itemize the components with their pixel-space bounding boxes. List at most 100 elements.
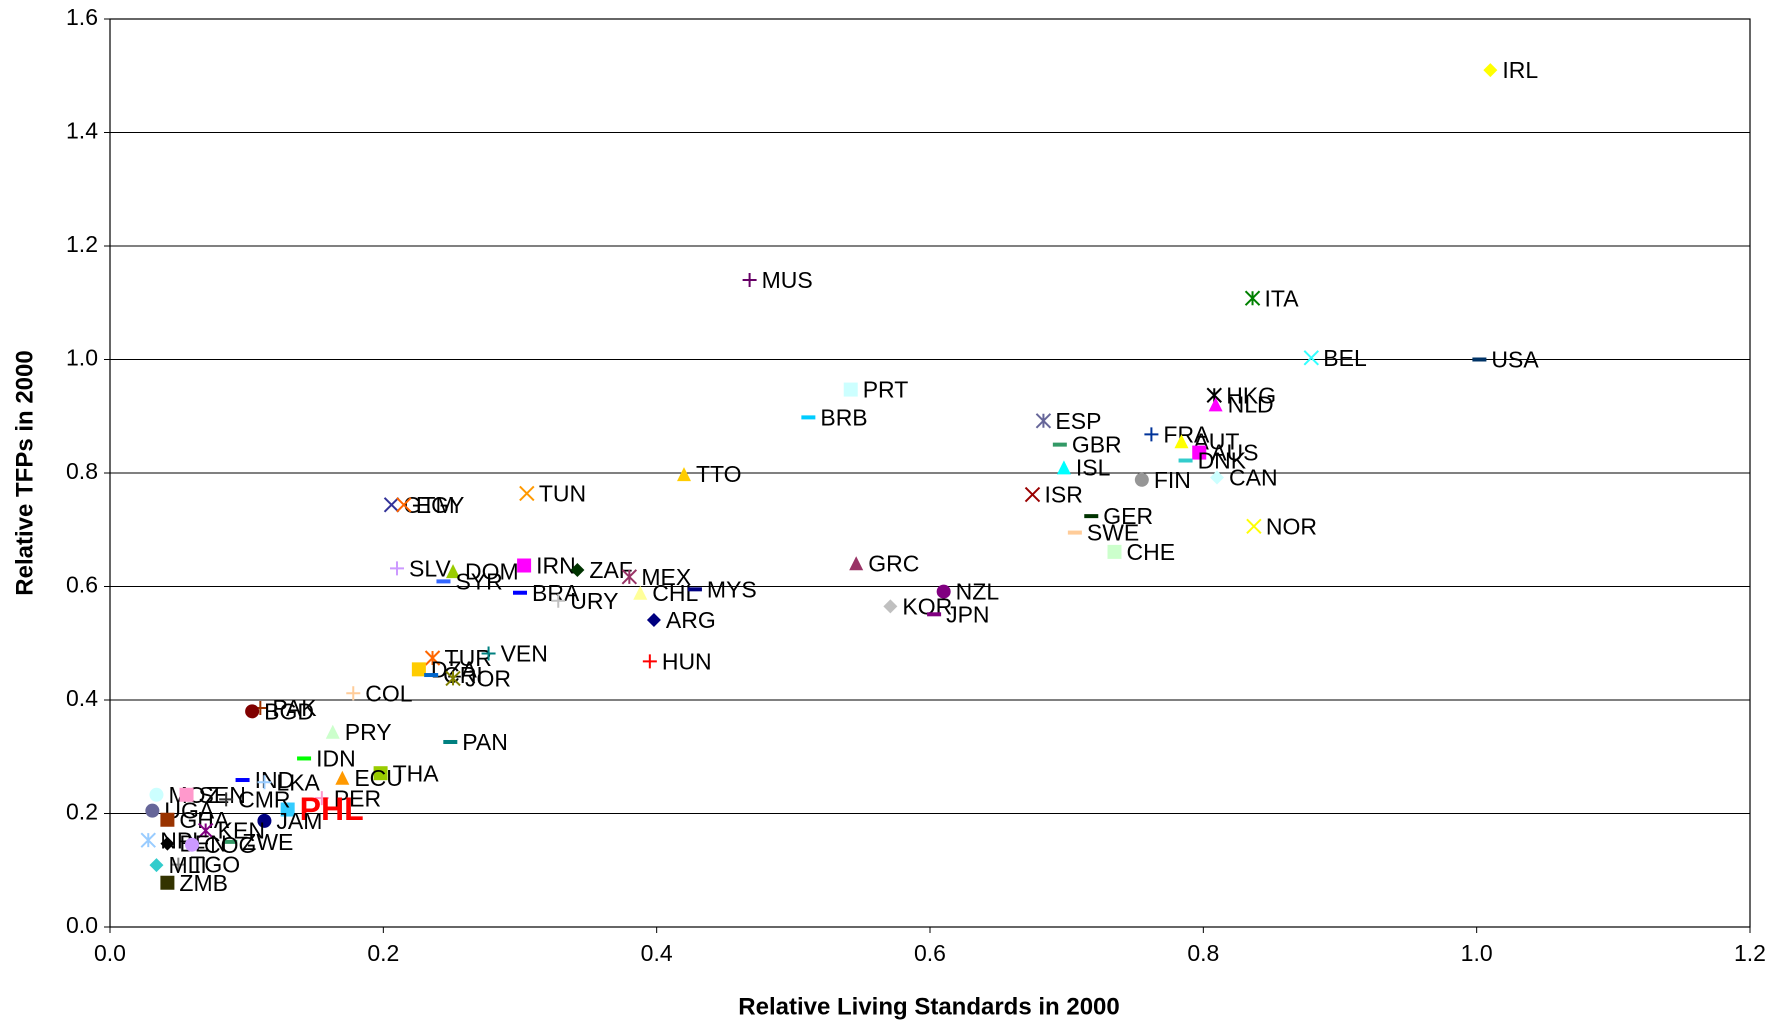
data-point xyxy=(1303,350,1320,366)
point-label: MLI xyxy=(168,852,206,878)
data-point xyxy=(390,561,404,576)
data-point xyxy=(314,791,329,806)
data-point xyxy=(687,587,702,592)
data-point xyxy=(1192,445,1207,460)
point-label: KEN xyxy=(218,818,265,844)
data-point xyxy=(1084,514,1099,519)
data-point xyxy=(223,839,238,844)
point-label: EGY xyxy=(416,492,465,518)
y-axis-title: Relative TFPs in 2000 xyxy=(11,350,38,595)
point-label: ZMB xyxy=(179,870,228,896)
data-point xyxy=(257,775,272,790)
point-label: LKA xyxy=(276,769,320,795)
data-point xyxy=(677,467,691,482)
data-point xyxy=(642,654,657,669)
point-label: FIN xyxy=(1154,467,1191,493)
point-label: TUN xyxy=(539,481,586,507)
point-label: IDN xyxy=(316,746,356,772)
point-label: JOR xyxy=(465,666,511,692)
point-label: GTM xyxy=(404,492,455,518)
y-tick-label: 0.2 xyxy=(66,799,98,825)
point-label: TGO xyxy=(190,852,240,878)
y-tick-label: 1.2 xyxy=(66,231,98,257)
point-label: TTO xyxy=(696,461,742,487)
point-label: NLD xyxy=(1228,391,1274,417)
data-point xyxy=(297,756,312,761)
point-label: GRC xyxy=(868,550,919,576)
data-point xyxy=(843,382,858,397)
data-point xyxy=(443,739,458,744)
data-point xyxy=(1067,530,1082,535)
point-label: CAN xyxy=(1229,465,1278,491)
point-label: ECU xyxy=(354,765,403,791)
point-label: DNK xyxy=(1198,448,1247,474)
point-label: USA xyxy=(1491,347,1539,373)
data-point xyxy=(160,812,175,827)
point-label: DOM xyxy=(465,558,519,584)
data-point xyxy=(1210,470,1224,485)
data-point xyxy=(633,585,648,600)
data-point xyxy=(513,590,527,595)
point-label: CHE xyxy=(1127,539,1176,565)
point-label: CMR xyxy=(238,786,290,812)
data-point xyxy=(1208,397,1223,412)
data-point xyxy=(1472,357,1487,362)
data-point xyxy=(801,415,816,420)
point-label: ZAF xyxy=(589,557,632,583)
y-tick-label: 1.4 xyxy=(66,118,98,144)
point-label: SLV xyxy=(409,555,451,581)
data-point xyxy=(280,802,295,817)
data-point xyxy=(436,579,451,584)
y-tick-label: 0.8 xyxy=(66,458,98,484)
data-point xyxy=(1246,518,1262,535)
point-label: NZL xyxy=(956,579,1000,605)
point-label: ISR xyxy=(1045,482,1083,508)
data-point xyxy=(185,837,199,852)
x-tick-label: 0.2 xyxy=(367,940,399,966)
point-label: NOR xyxy=(1266,513,1317,539)
data-point xyxy=(179,787,194,802)
point-label: CHL xyxy=(652,580,698,606)
y-tick-label: 0.0 xyxy=(66,912,98,938)
point-label: MOZ xyxy=(168,782,219,808)
data-point xyxy=(325,724,340,739)
point-label: BGD xyxy=(264,698,314,724)
point-label: PRT xyxy=(863,377,909,403)
data-point xyxy=(346,686,361,701)
point-label: PER xyxy=(334,785,381,811)
x-tick-label: 1.2 xyxy=(1734,940,1766,966)
point-label: SYR xyxy=(455,568,502,594)
data-point xyxy=(335,770,350,785)
data-point xyxy=(1134,472,1149,487)
point-label: IND xyxy=(255,767,295,793)
data-point xyxy=(1052,442,1067,447)
data-point xyxy=(373,766,388,781)
point-label: ARG xyxy=(666,607,716,633)
point-label: JPN xyxy=(946,601,989,627)
point-label: ZWE xyxy=(242,829,293,855)
point-label: PRY xyxy=(345,719,392,745)
point-label: PHL xyxy=(300,791,364,827)
y-tick-label: 0.4 xyxy=(66,685,98,711)
data-point xyxy=(1144,427,1159,442)
point-label: HUN xyxy=(662,648,712,674)
point-label: VEN xyxy=(501,641,548,667)
point-label: BRB xyxy=(820,404,867,430)
point-label: IRL xyxy=(1502,57,1538,83)
data-point xyxy=(481,646,496,661)
data-point xyxy=(1024,486,1041,503)
y-tick-label: 0.6 xyxy=(66,572,98,598)
data-point xyxy=(446,564,461,579)
data-point xyxy=(849,556,864,571)
data-point xyxy=(140,832,156,848)
y-tick-label: 1.0 xyxy=(66,345,98,371)
data-point xyxy=(219,792,234,807)
data-point xyxy=(383,497,400,513)
x-tick-label: 1.0 xyxy=(1461,940,1493,966)
point-label: GER xyxy=(1103,503,1153,529)
point-label: BEL xyxy=(1323,345,1367,371)
point-label: SEN xyxy=(199,782,246,808)
point-label: ITA xyxy=(1265,285,1300,311)
data-point xyxy=(519,485,535,502)
